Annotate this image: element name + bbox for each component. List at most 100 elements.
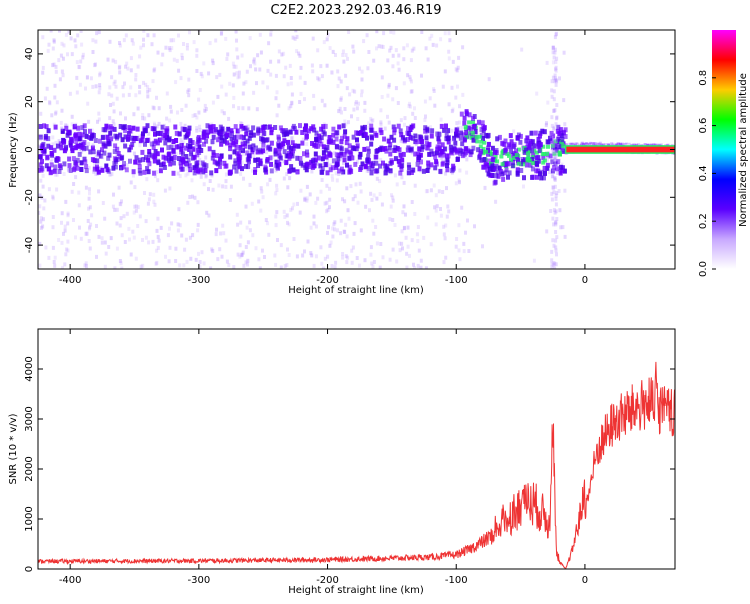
heatmap-cell [63, 262, 67, 267]
heatmap-cell [127, 92, 131, 97]
heatmap-cell [527, 158, 532, 163]
heatmap-cell [303, 196, 307, 201]
heatmap-cell [153, 123, 156, 128]
heatmap-cell [156, 234, 160, 239]
heatmap-cell [155, 228, 159, 233]
heatmap-cell [82, 156, 87, 162]
heatmap-cell [524, 147, 528, 153]
heatmap-cell [558, 127, 563, 133]
heatmap-cell [266, 144, 271, 150]
heatmap-cell [469, 149, 474, 155]
heatmap-cell [152, 33, 156, 38]
heatmap-cell [57, 169, 62, 174]
heatmap-cell [464, 230, 467, 235]
heatmap-cell [282, 209, 286, 214]
heatmap-cell [51, 215, 55, 219]
heatmap-cell [257, 147, 262, 153]
heatmap-cell [63, 224, 67, 229]
heatmap-cell [174, 144, 179, 150]
heatmap-cell [581, 142, 585, 145]
heatmap-cell [343, 129, 348, 135]
heatmap-cell [290, 153, 295, 159]
heatmap-cell [412, 46, 416, 51]
heatmap-cell [379, 122, 383, 127]
heatmap-cell [195, 53, 199, 58]
heatmap-cell [627, 142, 631, 145]
heatmap-cell [194, 257, 198, 262]
heatmap-cell [554, 163, 558, 168]
heatmap-cell [552, 222, 556, 227]
heatmap-cell [554, 148, 558, 153]
heatmap-cell [442, 146, 447, 152]
heatmap-cell [353, 194, 357, 199]
heatmap-cell [203, 103, 207, 108]
heatmap-cell [286, 139, 290, 145]
heatmap-cell [481, 149, 486, 154]
heatmap-cell [425, 128, 430, 134]
heatmap-cell [300, 130, 305, 135]
heatmap-cell [240, 136, 244, 141]
heatmap-cell [263, 167, 268, 173]
heatmap-cell [530, 157, 534, 163]
heatmap-cell [561, 130, 566, 136]
heatmap-cell [174, 246, 178, 251]
heatmap-cell [234, 144, 239, 150]
heatmap-cell [216, 257, 220, 262]
heatmap-cell [244, 245, 248, 249]
heatmap-cell [240, 147, 244, 152]
heatmap-cell [222, 111, 226, 116]
heatmap-cell [310, 169, 314, 174]
heatmap-cell [325, 200, 329, 205]
heatmap-cell [364, 204, 368, 209]
heatmap-cell [331, 126, 336, 132]
heatmap-cell [555, 103, 559, 107]
heatmap-cell [459, 130, 464, 136]
heatmap-cell [346, 255, 350, 260]
heatmap-cell [291, 167, 296, 173]
heatmap-cell [534, 155, 539, 161]
heatmap-cell [460, 125, 464, 130]
heatmap-cell [474, 135, 479, 140]
heatmap-cell [112, 192, 115, 197]
heatmap-cell [146, 94, 150, 99]
heatmap-cell [321, 129, 326, 135]
heatmap-cell [479, 139, 484, 144]
heatmap-cell [492, 180, 497, 186]
heatmap-cell [138, 214, 142, 219]
heatmap-cell [186, 130, 191, 136]
heatmap-cell [511, 159, 516, 165]
heatmap-cell [144, 235, 148, 240]
heatmap-cell [400, 139, 404, 144]
heatmap-cell [179, 142, 184, 148]
colorbar-tick-label: 0.6 [698, 118, 709, 134]
heatmap-cell [277, 150, 282, 156]
heatmap-cell [337, 109, 341, 114]
heatmap-cell [208, 41, 212, 46]
heatmap-cell [77, 64, 81, 69]
heatmap-cell [439, 117, 443, 122]
heatmap-cell [68, 91, 72, 96]
heatmap-cell [527, 143, 532, 149]
heatmap-cell [551, 46, 555, 50]
heatmap-cell [214, 232, 218, 237]
heatmap-cell [249, 130, 254, 136]
heatmap-cell [455, 121, 459, 126]
heatmap-cell [236, 75, 240, 80]
heatmap-cell [486, 151, 490, 157]
heatmap-cell [323, 103, 327, 108]
heatmap-cell [74, 135, 79, 141]
colorbar-tick-label: 0.4 [698, 165, 709, 181]
heatmap-cell [151, 79, 155, 84]
heatmap-cell [232, 64, 236, 69]
heatmap-cell [235, 71, 239, 76]
heatmap-cell [557, 144, 562, 150]
heatmap-cell [196, 228, 200, 233]
heatmap-cell [424, 145, 429, 151]
heatmap-cell [240, 252, 244, 257]
heatmap-cell [550, 197, 554, 202]
heatmap-cell [361, 126, 366, 132]
heatmap-cell [330, 70, 334, 75]
heatmap-cell [478, 144, 483, 149]
